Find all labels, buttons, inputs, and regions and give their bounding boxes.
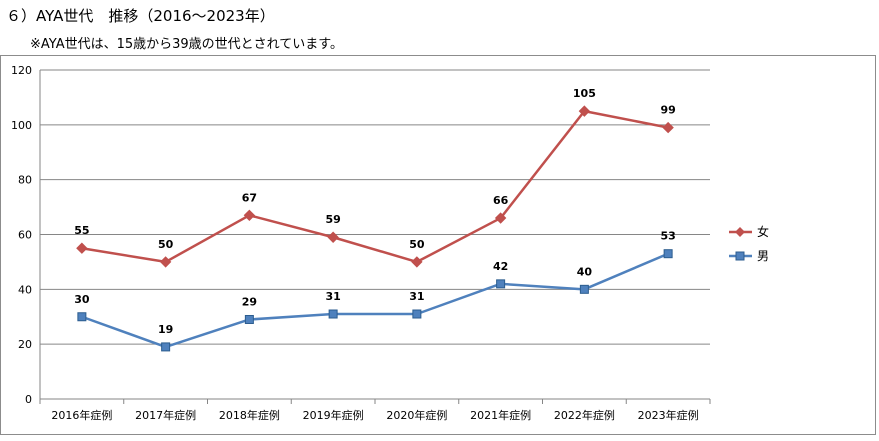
- data-point: [243, 209, 256, 222]
- data-label: 50: [158, 238, 174, 251]
- data-label: 29: [242, 295, 257, 308]
- data-label: 19: [158, 323, 173, 336]
- data-label: 67: [242, 191, 257, 204]
- data-label: 66: [493, 194, 509, 207]
- data-label: 30: [74, 293, 90, 306]
- data-point: [496, 279, 506, 289]
- data-point: [76, 242, 88, 254]
- data-label: 31: [325, 290, 340, 303]
- data-point: [411, 256, 423, 268]
- y-tick-label: 0: [25, 393, 32, 406]
- chart-note: ※AYA世代は、15歳から39歳の世代とされています。: [30, 37, 343, 52]
- chart-heading: ６）AYA世代 推移（2016～2023年）: [6, 7, 275, 25]
- data-point: [328, 309, 338, 319]
- data-point: [77, 312, 87, 322]
- data-point: [579, 284, 589, 294]
- data-label: 99: [660, 104, 675, 117]
- x-tick-label: 2021年症例: [470, 408, 531, 422]
- y-tick-label: 40: [18, 283, 32, 296]
- legend-marker: [735, 227, 745, 237]
- legend-marker: [735, 251, 745, 261]
- x-tick-label: 2022年症例: [554, 408, 615, 422]
- data-label: 42: [493, 260, 508, 273]
- data-label: 53: [660, 230, 675, 243]
- data-point: [327, 231, 339, 243]
- data-label: 40: [577, 265, 593, 278]
- x-tick-label: 2016年症例: [51, 408, 112, 422]
- data-point: [578, 105, 591, 117]
- data-point: [159, 256, 172, 268]
- data-label: 55: [74, 224, 89, 237]
- legend-label: 女: [757, 224, 769, 239]
- series-line-0: [81, 109, 669, 264]
- data-point: [662, 121, 674, 134]
- y-tick-label: 60: [18, 229, 32, 242]
- y-tick-label: 20: [18, 338, 32, 351]
- y-tick-label: 100: [11, 119, 32, 132]
- data-label: 59: [325, 213, 340, 226]
- data-point: [663, 249, 673, 259]
- legend-label: 男: [757, 249, 769, 263]
- data-point: [161, 342, 171, 352]
- x-tick-label: 2019年症例: [303, 408, 364, 422]
- data-point: [244, 314, 254, 324]
- data-label: 105: [573, 87, 596, 100]
- chart-frame: [0, 55, 876, 435]
- x-tick-label: 2017年症例: [135, 408, 196, 422]
- x-tick-label: 2023年症例: [638, 408, 699, 422]
- data-point: [412, 309, 422, 319]
- x-tick-label: 2018年症例: [219, 408, 280, 422]
- series-line-1: [81, 252, 669, 349]
- y-tick-label: 120: [11, 64, 32, 77]
- x-tick-label: 2020年症例: [386, 408, 447, 422]
- y-tick-label: 80: [18, 174, 32, 187]
- data-point: [494, 212, 507, 224]
- data-label: 31: [409, 290, 424, 303]
- data-label: 50: [409, 238, 425, 251]
